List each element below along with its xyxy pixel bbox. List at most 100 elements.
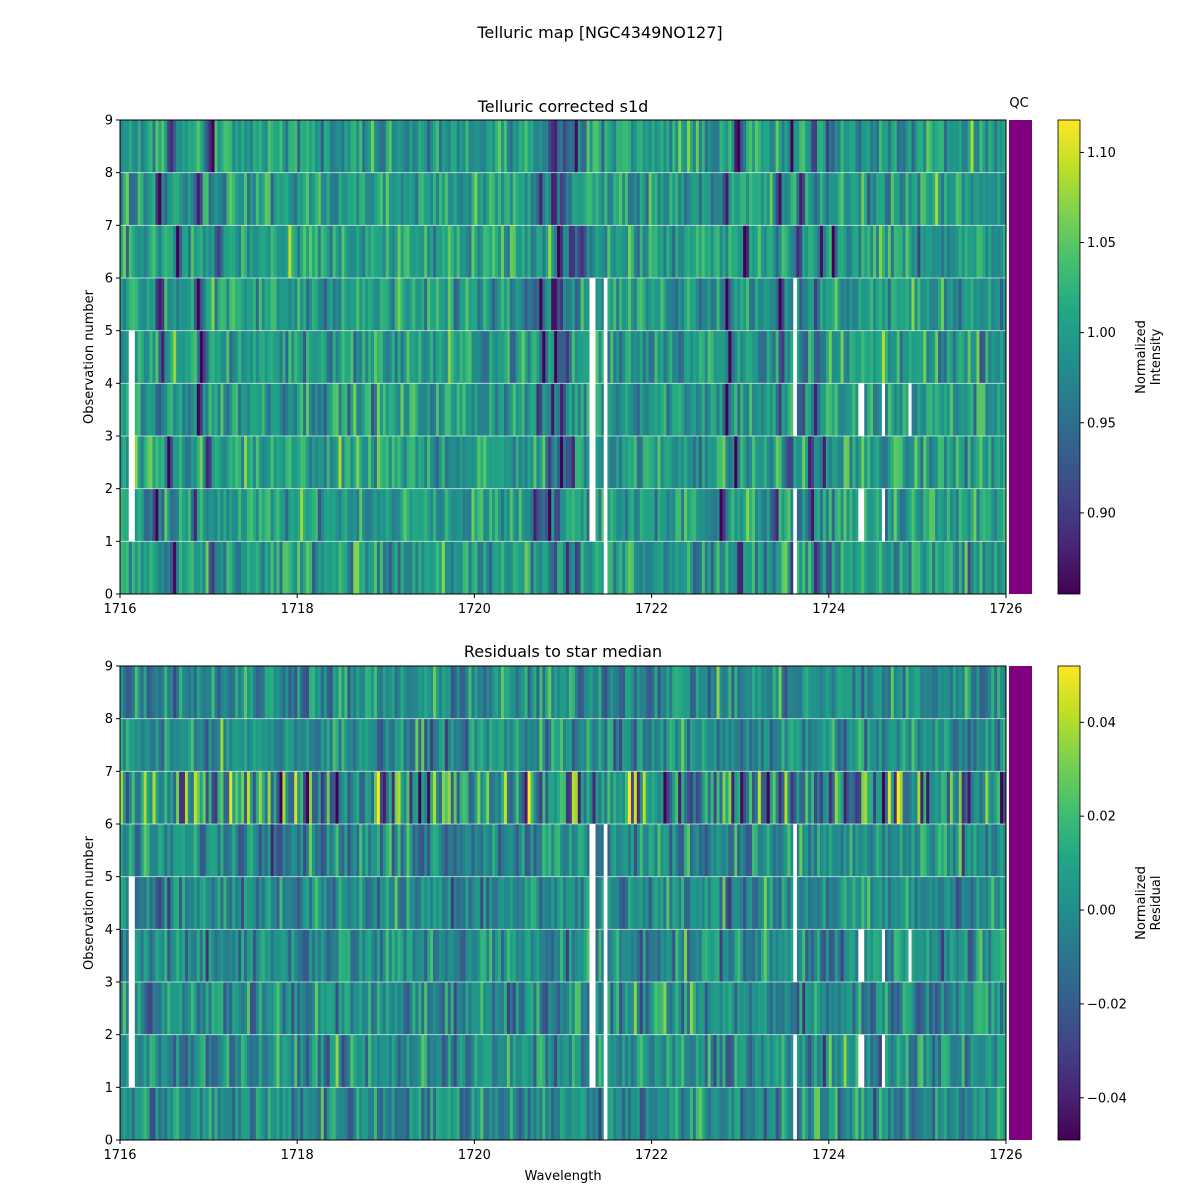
heatmap-cell <box>701 929 706 982</box>
heatmap-cell <box>660 541 664 594</box>
heatmap-cell <box>796 436 800 489</box>
heatmap-cell <box>639 383 644 436</box>
heatmap-cell <box>196 718 201 772</box>
heatmap-cell <box>521 436 525 489</box>
heatmap-cell <box>917 876 921 930</box>
heatmap-cell <box>229 172 233 226</box>
heatmap-cell <box>371 436 375 489</box>
heatmap-cell <box>232 929 236 982</box>
heatmap-cell <box>368 278 372 331</box>
heatmap-cell <box>545 1034 549 1088</box>
heatmap-cell <box>503 436 508 489</box>
heatmap-cell <box>309 278 313 331</box>
heatmap-cell <box>577 225 582 278</box>
heatmap-cell <box>489 436 493 489</box>
heatmap-cell <box>778 982 782 1035</box>
heatmap-cell <box>184 982 189 1035</box>
heatmap-cell <box>731 278 735 331</box>
heatmap-cell <box>500 1087 505 1140</box>
heatmap-cell <box>356 278 360 331</box>
heatmap-cell <box>273 383 277 436</box>
heatmap-cell <box>902 771 906 824</box>
heatmap-cell <box>946 982 951 1035</box>
heatmap-cell <box>350 120 354 173</box>
heatmap-cell <box>651 771 655 824</box>
heatmap-cell <box>373 541 378 594</box>
heatmap-cell <box>828 876 833 930</box>
heatmap-cell <box>858 771 862 824</box>
heatmap-cell <box>704 982 709 1035</box>
heatmap-cell <box>335 120 339 173</box>
heatmap-cell <box>424 1087 428 1140</box>
heatmap-cell <box>376 488 381 542</box>
heatmap-cell <box>855 383 859 436</box>
heatmap-cell <box>427 278 431 331</box>
heatmap-cell <box>524 488 528 542</box>
heatmap-cell <box>406 1034 410 1088</box>
heatmap-cell <box>317 718 322 772</box>
heatmap-cell <box>143 383 147 436</box>
heatmap-cell <box>876 541 880 594</box>
heatmap-cell <box>808 1087 812 1140</box>
heatmap-cell <box>589 541 593 594</box>
heatmap-cell <box>760 1087 765 1140</box>
heatmap-cell <box>958 929 963 982</box>
heatmap-cell <box>241 876 245 930</box>
heatmap-cell <box>619 929 623 982</box>
heatmap-cell <box>176 541 180 594</box>
heatmap-cell <box>190 1087 195 1140</box>
heatmap-cell <box>486 330 490 384</box>
heatmap-cell <box>190 172 195 226</box>
heatmap-cell <box>769 225 774 278</box>
heatmap-cell <box>184 383 189 436</box>
heatmap-cell <box>527 541 531 594</box>
heatmap-cell <box>669 771 673 824</box>
heatmap-cell <box>837 982 842 1035</box>
heatmap-cell <box>320 1087 325 1140</box>
heatmap-cell <box>814 876 818 930</box>
heatmap-cell <box>766 876 771 930</box>
heatmap-cell <box>816 330 821 384</box>
heatmap-cell <box>775 278 779 331</box>
heatmap-cell <box>622 1087 626 1140</box>
heatmap-cell <box>852 1087 856 1140</box>
heatmap-cell <box>619 383 623 436</box>
heatmap-cell <box>332 541 336 594</box>
heatmap-cell <box>241 383 245 436</box>
heatmap-cell <box>368 488 372 542</box>
heatmap-cell <box>926 1034 930 1088</box>
heatmap-cell <box>297 824 301 877</box>
heatmap-cell <box>831 383 836 436</box>
heatmap-cell <box>509 225 514 278</box>
heatmap-cell <box>828 120 833 173</box>
heatmap-cell <box>610 172 614 226</box>
heatmap-cell <box>503 330 508 384</box>
heatmap-cell <box>970 225 974 278</box>
heatmap-cell <box>577 120 582 173</box>
heatmap-cell <box>193 225 198 278</box>
heatmap-cell <box>663 929 667 982</box>
heatmap-cell <box>796 330 800 384</box>
heatmap-cell <box>828 929 833 982</box>
heatmap-cell <box>371 1034 375 1088</box>
heatmap-cell <box>654 278 658 331</box>
heatmap-cell <box>997 1087 1001 1140</box>
heatmap-cell <box>480 330 484 384</box>
heatmap-cell <box>261 120 266 173</box>
heatmap-cell <box>164 383 168 436</box>
heatmap-cell <box>713 771 717 824</box>
heatmap-cell <box>300 383 304 436</box>
heatmap-cell <box>131 436 136 489</box>
heatmap-cell <box>784 383 788 436</box>
heatmap-cell <box>681 330 685 384</box>
heatmap-cell <box>778 120 782 173</box>
heatmap-cell <box>406 172 410 226</box>
heatmap-cell <box>382 1034 387 1088</box>
heatmap-cell <box>406 718 410 772</box>
heatmap-cell <box>772 1034 777 1088</box>
heatmap-cell <box>941 982 945 1035</box>
heatmap-cell <box>427 718 431 772</box>
heatmap-cell <box>391 929 396 982</box>
heatmap-cell <box>557 488 561 542</box>
heatmap-cell <box>353 1034 357 1088</box>
